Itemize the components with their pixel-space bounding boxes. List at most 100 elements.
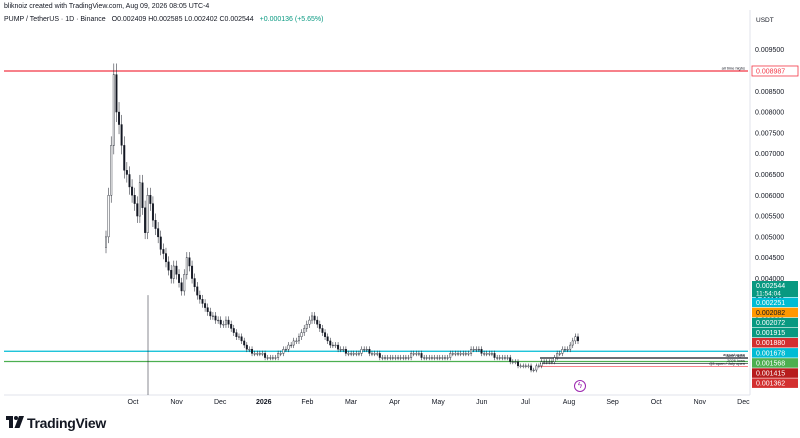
price-badge-text: 0.002082 (756, 310, 785, 317)
level-label: 2026 lows (727, 358, 745, 363)
candle (444, 357, 446, 359)
candle (118, 111, 121, 125)
x-tick-label: Mar (345, 399, 358, 406)
candle (480, 349, 483, 354)
footer: TradingView (0, 410, 800, 438)
candle (496, 357, 499, 359)
price-badge-text: 0.001678 (756, 350, 785, 357)
candle (222, 324, 225, 326)
candle (389, 357, 392, 359)
candle (326, 336, 329, 342)
candle (123, 145, 126, 171)
candle (219, 319, 222, 325)
candle (357, 353, 360, 355)
price-badge-text: 0.002072 (756, 320, 785, 327)
candle (540, 361, 543, 367)
price-badge (752, 348, 798, 358)
candle (475, 349, 478, 351)
candle (133, 195, 136, 204)
y-tick-label: 0.005500 (755, 214, 784, 221)
candle (402, 357, 405, 359)
candle (569, 344, 572, 350)
candle (558, 353, 561, 355)
candle (258, 353, 261, 355)
candle (303, 328, 306, 333)
candle (344, 349, 347, 354)
candle (524, 365, 527, 367)
candle (438, 357, 441, 359)
candle (266, 357, 269, 359)
candle (394, 357, 397, 359)
candle (423, 357, 426, 359)
symbol-name[interactable]: PUMP / TetherUS · 1D · Binance (4, 16, 106, 23)
candle (178, 274, 180, 283)
candle (292, 340, 295, 346)
candle (420, 353, 423, 358)
candle (543, 361, 546, 363)
x-tick-label: Nov (694, 399, 707, 406)
x-tick-label: Oct (651, 399, 662, 406)
candle (519, 365, 522, 367)
price-badge (752, 338, 798, 348)
candle (506, 357, 509, 359)
tradingview-logo-icon[interactable] (6, 416, 24, 428)
y-tick-label: 0.007500 (755, 130, 784, 137)
candle (162, 249, 165, 254)
candle (334, 344, 337, 347)
candle (467, 353, 470, 355)
price-badge-text: 0.001880 (756, 340, 785, 347)
candle (191, 265, 194, 279)
candle (451, 353, 454, 355)
candle (488, 353, 491, 355)
candle (206, 307, 209, 312)
candle (436, 357, 439, 359)
x-tick-label: Dec (737, 399, 750, 406)
lightning-icon[interactable]: ϟ (574, 380, 586, 392)
candle (308, 319, 311, 325)
x-tick-label: Jun (476, 399, 487, 406)
candle (490, 353, 493, 355)
candle (201, 299, 204, 304)
candle (251, 349, 254, 354)
price-badge-text: 0.002251 (756, 300, 785, 307)
candle (141, 182, 144, 208)
candle (214, 315, 217, 321)
candle (571, 340, 574, 346)
candle (368, 349, 371, 354)
candle (454, 353, 457, 355)
candle (107, 195, 110, 238)
candle (412, 353, 415, 355)
level-label: all time highs (722, 65, 745, 70)
candle (493, 353, 496, 358)
candle (360, 349, 363, 354)
brand-name[interactable]: TradingView (27, 415, 106, 431)
candle (198, 294, 201, 300)
candle (269, 357, 272, 359)
candle (404, 357, 407, 359)
candle (553, 357, 556, 362)
price-chart[interactable]: 0.0095000.0090000.0085000.0080000.007500… (0, 0, 800, 410)
y-tick-label: 0.004500 (755, 255, 784, 262)
x-tick-label: Nov (170, 399, 183, 406)
level-label: June highs (726, 353, 745, 358)
candle (136, 203, 139, 217)
candle (196, 286, 199, 296)
candle (477, 349, 480, 351)
candle (363, 349, 366, 351)
candle (449, 353, 452, 358)
y-tick-label: 0.008500 (755, 89, 784, 96)
candle (545, 361, 548, 363)
candle (350, 353, 353, 355)
candle (243, 340, 246, 346)
price-badge (752, 378, 798, 388)
candle (501, 357, 504, 359)
candle (297, 336, 300, 342)
symbol-line: PUMP / TetherUS · 1D · Binance O0.002409… (4, 16, 323, 23)
candle (498, 357, 501, 359)
candle (157, 228, 160, 238)
candle (446, 357, 449, 359)
candle (261, 353, 264, 355)
price-badge (752, 368, 798, 378)
currency-unit[interactable]: USDT (756, 17, 774, 24)
candle (483, 353, 486, 355)
